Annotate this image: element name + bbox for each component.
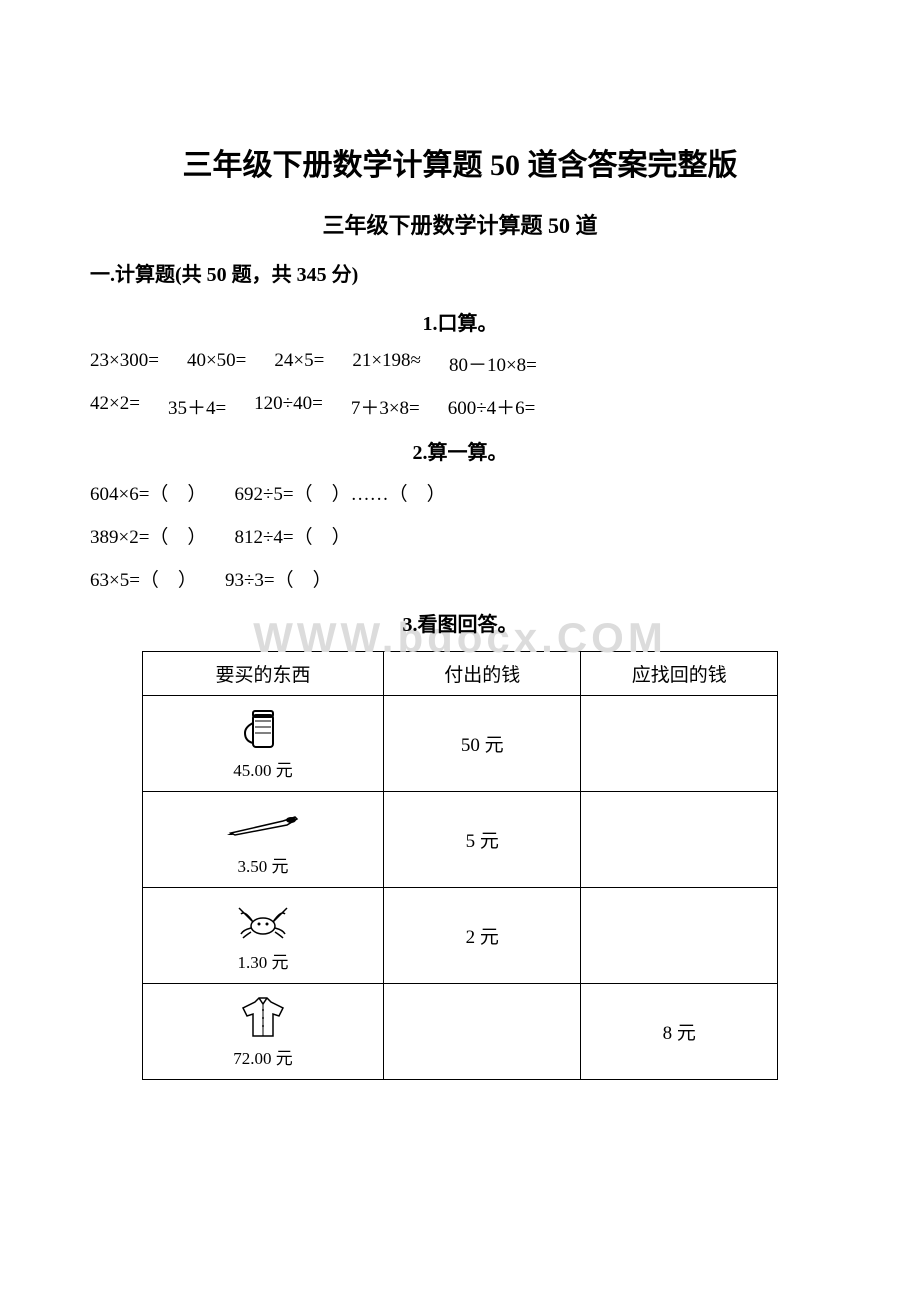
q1-r1-c3: 24×5=	[274, 350, 324, 377]
cell-paid: 5 元	[384, 792, 581, 888]
q2-r2-c2: 812÷4=（ ）	[234, 522, 350, 549]
table-row: 72.00 元 8 元	[142, 984, 777, 1080]
q1-row2: 42×2= 35＋4= 120÷40= 7＋3×8= 600÷4＋6=	[90, 393, 830, 420]
cell-paid	[384, 984, 581, 1080]
mug-icon	[241, 706, 285, 754]
item-price: 45.00 元	[233, 756, 293, 781]
q2-row1: 604×6=（ ） 692÷5=（ ）……（ ）	[90, 479, 830, 506]
q1-r2-c3: 120÷40=	[254, 393, 323, 420]
q1-row1: 23×300= 40×50= 24×5= 21×198≈ 80－10×8=	[90, 350, 830, 377]
cell-change	[581, 792, 778, 888]
q2-row2: 389×2=（ ） 812÷4=（ ）	[90, 522, 830, 549]
table-row: 1.30 元 2 元	[142, 888, 777, 984]
table-row: 45.00 元 50 元	[142, 696, 777, 792]
page-subtitle: 三年级下册数学计算题 50 道	[90, 208, 830, 240]
q1-r1-c4: 21×198≈	[352, 350, 421, 377]
cell-change	[581, 888, 778, 984]
q1-r1-c5: 80－10×8=	[449, 350, 537, 377]
q1-r2-c4: 7＋3×8=	[351, 393, 420, 420]
page-title: 三年级下册数学计算题 50 道含答案完整版	[90, 140, 830, 184]
cell-item: 45.00 元	[142, 696, 383, 792]
q2-heading: 2.算一算。	[90, 436, 830, 465]
q2-row3: 63×5=（ ） 93÷3=（ ）	[90, 565, 830, 592]
q2-r3-c1: 63×5=（ ）	[90, 565, 197, 592]
pen-icon	[223, 802, 303, 850]
section-heading: 一.计算题(共 50 题，共 345 分)	[90, 258, 830, 287]
cell-item: 3.50 元	[142, 792, 383, 888]
item-price: 72.00 元	[233, 1044, 293, 1069]
cell-change	[581, 696, 778, 792]
q1-r2-c5: 600÷4＋6=	[448, 393, 536, 420]
q3-heading: 3.看图回答。	[90, 608, 830, 637]
cell-item: 1.30 元	[142, 888, 383, 984]
q2-r1-c1: 604×6=（ ）	[90, 479, 206, 506]
q1-r2-c2: 35＋4=	[168, 393, 226, 420]
q3-table: 要买的东西 付出的钱 应找回的钱	[142, 651, 778, 1080]
q1-r2-c1: 42×2=	[90, 393, 140, 420]
q2-r2-c1: 389×2=（ ）	[90, 522, 206, 549]
crab-icon	[233, 898, 293, 946]
q1-r1-c2: 40×50=	[187, 350, 246, 377]
cell-paid: 50 元	[384, 696, 581, 792]
cell-paid: 2 元	[384, 888, 581, 984]
q1-heading: 1.口算。	[90, 307, 830, 336]
table-row: 3.50 元 5 元	[142, 792, 777, 888]
q2-r3-c2: 93÷3=（ ）	[225, 565, 332, 592]
cell-item: 72.00 元	[142, 984, 383, 1080]
q1-r1-c1: 23×300=	[90, 350, 159, 377]
cell-change: 8 元	[581, 984, 778, 1080]
shirt-icon	[239, 994, 287, 1042]
item-price: 3.50 元	[238, 852, 289, 877]
q2-r1-c2: 692÷5=（ ）……（ ）	[234, 479, 445, 506]
item-price: 1.30 元	[238, 948, 289, 973]
